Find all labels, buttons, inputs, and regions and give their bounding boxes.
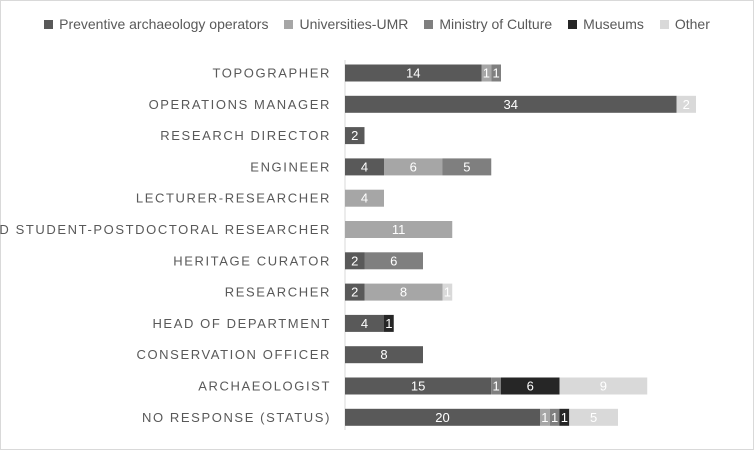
category-label: ENGINEER <box>250 159 331 174</box>
bar-segment <box>491 377 501 395</box>
data-label: 34 <box>504 97 518 112</box>
data-label: 5 <box>590 410 597 425</box>
legend-label: Other <box>674 16 710 32</box>
bar-segment <box>384 158 443 176</box>
category-label: NO RESPONSE (STATUS) <box>142 410 331 425</box>
data-label: 2 <box>351 128 358 143</box>
legend-item: Preventive archaeology operators <box>44 16 268 32</box>
legend-item: Other <box>659 16 710 32</box>
legend-label: Universities-UMR <box>299 16 409 32</box>
bar-segment <box>345 408 540 426</box>
bar-segment <box>364 283 443 301</box>
data-label: 6 <box>410 159 417 174</box>
bar-segment <box>491 64 501 82</box>
bar-segment <box>569 408 618 426</box>
bar-segment <box>676 95 696 113</box>
bar-segment <box>442 158 492 176</box>
data-label: 14 <box>406 66 420 81</box>
data-label: 6 <box>527 379 534 394</box>
bar-segment <box>345 189 384 207</box>
data-label: 8 <box>400 285 407 300</box>
category-label: OPERATIONS MANAGER <box>149 97 331 112</box>
bar-segment <box>345 95 677 113</box>
bar-segment <box>559 377 648 395</box>
legend-swatch <box>568 19 578 29</box>
bar-segment <box>345 377 492 395</box>
legend: Preventive archaeology operators Universi… <box>0 14 754 34</box>
bar-segment <box>549 408 560 426</box>
bar-segment <box>345 283 365 301</box>
data-label: 6 <box>390 253 397 268</box>
data-label: 1 <box>385 316 392 331</box>
bar-segment <box>364 252 423 270</box>
data-label: 5 <box>463 159 470 174</box>
legend-item: Museums <box>568 16 644 32</box>
legend-swatch <box>284 19 294 29</box>
bar-segment <box>345 64 482 82</box>
bar-segment <box>481 64 492 82</box>
data-label: 9 <box>600 379 607 394</box>
bar-segment <box>345 346 423 364</box>
bar-segment <box>345 252 365 270</box>
category-label: ARCHAEOLOGIST <box>198 379 331 394</box>
data-label: 1 <box>493 379 500 394</box>
data-label: 1 <box>483 66 490 81</box>
data-label: 4 <box>361 316 368 331</box>
data-label: 2 <box>683 97 690 112</box>
data-label: 4 <box>361 191 368 206</box>
data-label: 2 <box>351 253 358 268</box>
category-label: PHD STUDENT-POSTDOCTORAL RESEARCHER <box>0 222 331 237</box>
bar-segment <box>559 408 570 426</box>
category-label: CONSERVATION OFFICER <box>136 347 331 362</box>
legend-label: Preventive archaeology operators <box>59 16 269 32</box>
data-label: 2 <box>351 285 358 300</box>
bar-segment <box>540 408 550 426</box>
bar-segment <box>345 314 384 332</box>
legend-swatch <box>44 19 54 29</box>
legend-swatch <box>424 19 434 29</box>
data-label: 1 <box>551 410 558 425</box>
data-label: 1 <box>561 410 568 425</box>
data-label: 1 <box>444 285 451 300</box>
data-label: 1 <box>541 410 548 425</box>
data-label: 11 <box>392 222 406 237</box>
data-label: 1 <box>493 66 500 81</box>
bar-segment <box>345 127 365 145</box>
legend-swatch <box>659 19 669 29</box>
legend-item: Universities-UMR <box>284 16 408 32</box>
bar-segment <box>345 221 453 238</box>
category-label: LECTURER-RESEARCHER <box>136 191 331 206</box>
category-label: TOPOGRAPHER <box>213 66 332 81</box>
category-label: HEAD OF DEPARTMENT <box>152 316 331 331</box>
data-label: 15 <box>411 379 425 394</box>
data-label: 20 <box>435 410 449 425</box>
bar-segment <box>501 377 560 395</box>
legend-label: Ministry of Culture <box>439 16 553 32</box>
category-label: RESEARCHER <box>225 285 331 300</box>
bar-segment <box>442 283 453 301</box>
bar-segment <box>345 158 384 176</box>
bar-segment <box>384 314 394 332</box>
legend-item: Ministry of Culture <box>424 16 552 32</box>
data-label: 4 <box>361 159 368 174</box>
legend-label: Museums <box>583 16 644 32</box>
category-label: RESEARCH DIRECTOR <box>160 128 331 143</box>
data-label: 8 <box>380 347 387 362</box>
category-label: HERITAGE CURATOR <box>173 253 331 268</box>
